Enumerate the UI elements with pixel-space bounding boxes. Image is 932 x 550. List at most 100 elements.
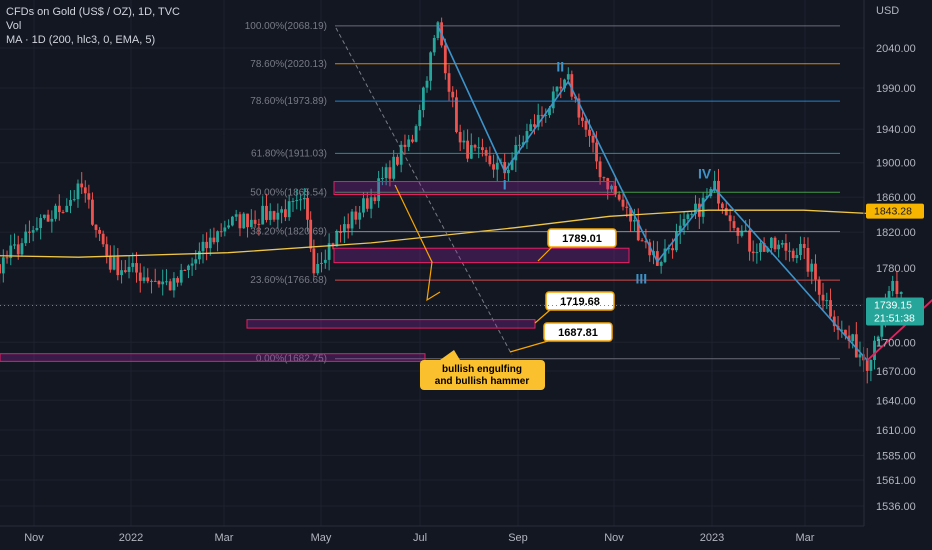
candle-body <box>380 178 384 180</box>
candle-body <box>0 264 1 274</box>
last-price-tag <box>866 297 924 326</box>
candle-body <box>510 160 514 170</box>
candle-body <box>876 336 880 341</box>
candle-body <box>234 214 238 217</box>
symbol-title[interactable]: CFDs on Gold (US$ / OZ), 1D, TVC <box>6 6 181 18</box>
candle-body <box>529 124 533 132</box>
candle-body <box>295 200 299 202</box>
time-tick-label: Mar <box>215 532 234 544</box>
candle-body <box>544 115 548 117</box>
candle-body <box>551 91 555 109</box>
candle-body <box>343 224 346 233</box>
candle-body <box>577 98 581 118</box>
candle-body <box>261 205 265 225</box>
wave-label: IV <box>698 165 712 181</box>
candle-body <box>194 259 198 264</box>
candle-body <box>466 140 469 159</box>
candle-body <box>506 169 510 174</box>
wave-label: II <box>556 59 564 75</box>
candle-body <box>83 187 87 194</box>
candle-body <box>101 233 105 245</box>
candle-body <box>686 214 690 220</box>
candle-body <box>39 218 43 228</box>
fib-level-label: 61.80%(1911.03) <box>251 148 327 159</box>
candle-body <box>299 199 302 201</box>
price-tick-label: 1536.00 <box>876 501 916 513</box>
candle-body <box>190 263 194 266</box>
candle-body <box>172 278 176 291</box>
candle-body <box>788 250 791 252</box>
candle-body <box>648 242 652 256</box>
fib-level-label: 78.60%(2020.13) <box>250 59 327 70</box>
candle-body <box>362 198 365 213</box>
note-box <box>420 360 545 390</box>
candle-body <box>365 198 369 209</box>
candle-body <box>891 280 895 292</box>
candle-body <box>339 231 342 233</box>
candle-body <box>514 144 518 161</box>
supply-demand-zone <box>333 247 630 264</box>
candle-body <box>488 155 492 165</box>
candle-body <box>24 231 28 244</box>
candle-body <box>1 257 5 274</box>
bar-countdown-text: 21:51:38 <box>874 313 915 325</box>
price-tick-label: 1900.00 <box>876 158 916 170</box>
time-tick-label: 2023 <box>700 532 724 544</box>
candle-body <box>748 230 751 252</box>
candle-body <box>421 87 425 111</box>
candle-body <box>675 231 678 251</box>
candle-body <box>791 250 795 259</box>
candle-body <box>331 243 335 247</box>
price-tick-label: 1561.00 <box>876 475 916 487</box>
supply-demand-zone <box>333 181 615 195</box>
candle-body <box>358 212 362 220</box>
candle-body <box>610 185 613 190</box>
note-line: bullish engulfing <box>442 364 522 375</box>
candle-body <box>773 237 777 250</box>
time-tick-label: Nov <box>24 532 44 544</box>
candle-body <box>829 300 832 317</box>
candle-body <box>350 211 354 229</box>
candle-body <box>272 211 276 220</box>
candle-body <box>35 227 39 231</box>
fib-level-label: 23.60%(1766.68) <box>250 275 327 286</box>
fib-level-label: 38.20%(1820.69) <box>250 227 327 238</box>
candle-body <box>851 334 855 342</box>
candle-body <box>613 185 617 195</box>
time-axis: Nov 2022 Mar May Jul Sep Nov 2023 Mar <box>0 525 864 544</box>
candle-body <box>249 219 253 228</box>
candle-body <box>306 197 309 220</box>
time-tick-label: 2022 <box>119 532 143 544</box>
fib-level-label: 0.00%(1682.75) <box>256 354 327 365</box>
candle-body <box>744 230 748 232</box>
volume-indicator-label[interactable]: Vol <box>6 20 22 32</box>
candle-body <box>762 243 766 252</box>
candle-body <box>216 231 219 243</box>
ma-indicator-label[interactable]: MA · 1D (200, hlc3, 0, EMA, 5) <box>6 34 156 46</box>
candle-body <box>887 291 891 299</box>
candle-body <box>484 150 488 156</box>
candle-body <box>354 211 358 220</box>
candle-body <box>880 323 884 337</box>
fib-level-label: 100.00%(2068.19) <box>245 21 327 32</box>
time-tick-label: Mar <box>796 532 815 544</box>
candle-body <box>814 263 817 280</box>
candle-body <box>821 294 825 301</box>
candle-body <box>312 248 316 274</box>
candle-body <box>418 110 422 127</box>
candle-body <box>157 281 161 285</box>
candle-body <box>751 251 755 254</box>
candle-body <box>521 142 525 145</box>
ma-price-tag-text: 1843.28 <box>874 206 912 218</box>
candle-body <box>257 223 261 225</box>
candle-body <box>112 256 116 270</box>
candle-body <box>443 45 447 74</box>
candle-body <box>208 237 212 249</box>
callout-box <box>547 228 617 248</box>
candle-body <box>238 214 242 229</box>
zones <box>0 181 630 362</box>
time-tick-label: Jul <box>413 532 427 544</box>
